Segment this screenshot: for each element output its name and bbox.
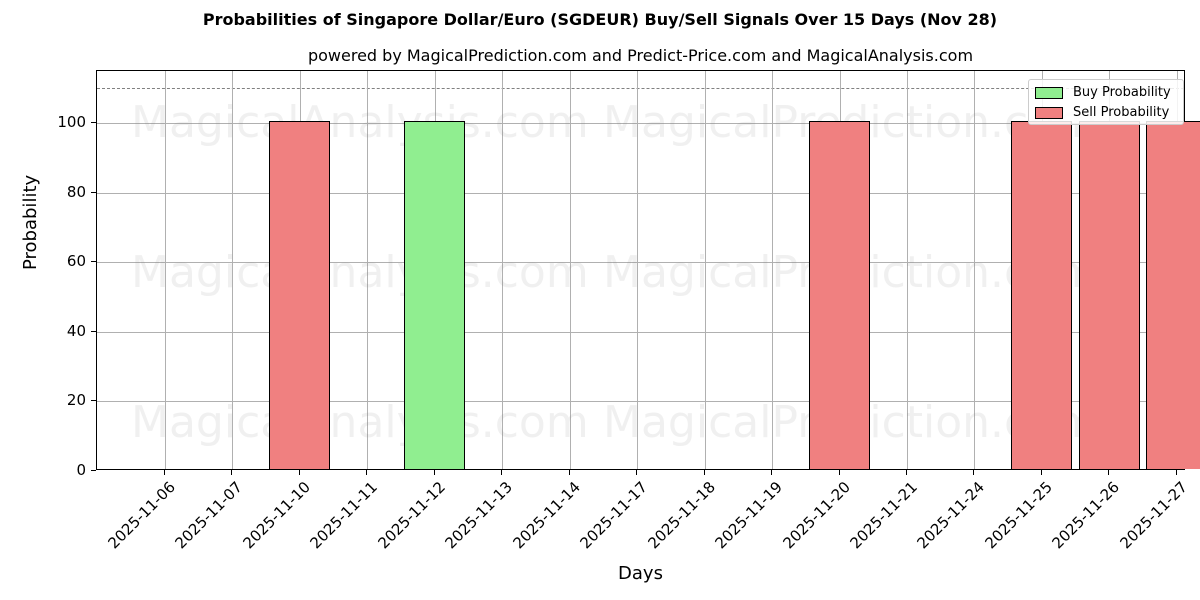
sell-bar: [269, 121, 331, 469]
x-tick: [1040, 470, 1042, 475]
legend-item-sell: Sell Probability: [1035, 105, 1169, 120]
y-tick: [91, 122, 96, 124]
grid-line-h: [97, 123, 1184, 125]
x-tick: [433, 470, 435, 475]
legend-sell-label: Sell Probability: [1073, 105, 1170, 120]
grid-line-h: [97, 401, 1184, 403]
x-tick: [905, 470, 907, 475]
x-tick: [298, 470, 300, 475]
x-tick-label: 2025-11-18: [644, 478, 719, 553]
sell-swatch-icon: [1035, 106, 1063, 119]
legend-buy-label: Buy Probability: [1073, 85, 1171, 100]
y-tick-label: 0: [76, 461, 86, 479]
x-tick-label: 2025-11-20: [779, 478, 854, 553]
x-tick-label: 2025-11-10: [239, 478, 314, 553]
grid-line-v: [637, 71, 639, 469]
x-tick-label: 2025-11-06: [104, 478, 179, 553]
y-tick-label: 20: [66, 391, 86, 410]
x-tick-label: 2025-11-19: [711, 478, 786, 553]
grid-line-v: [165, 71, 166, 469]
grid-line-v: [704, 71, 706, 469]
grid-line-v: [502, 71, 504, 469]
legend-item-buy: Buy Probability: [1035, 85, 1171, 100]
grid-line-h: [97, 192, 1184, 194]
x-tick: [771, 470, 773, 475]
grid-line-v: [367, 71, 369, 469]
sell-bar: [809, 121, 870, 469]
watermark-text: MagicalAnalysis.com: [131, 397, 589, 448]
y-tick: [91, 400, 96, 402]
x-tick: [973, 470, 975, 475]
x-axis-label: Days: [618, 563, 663, 584]
grid-line-h: [97, 331, 1184, 333]
x-tick: [366, 470, 368, 475]
x-tick: [636, 470, 638, 475]
x-tick-label: 2025-11-26: [1048, 478, 1124, 553]
y-tick: [91, 191, 96, 193]
x-tick: [1175, 470, 1177, 475]
x-tick-label: 2025-11-07: [171, 478, 247, 553]
legend: Buy Probability Sell Probability: [1028, 79, 1184, 125]
sell-bar: [1146, 121, 1200, 469]
y-tick: [91, 470, 96, 471]
reference-line: [97, 88, 1184, 90]
x-tick-label: 2025-11-11: [306, 478, 382, 553]
y-tick: [91, 261, 96, 263]
y-tick: [91, 330, 96, 332]
x-tick: [703, 470, 705, 475]
buy-swatch-icon: [1035, 86, 1063, 99]
y-tick-label: 40: [66, 321, 86, 340]
x-tick-label: 2025-11-13: [441, 478, 517, 553]
sell-bar: [1078, 121, 1140, 469]
sell-bar: [1011, 121, 1073, 469]
x-tick-label: 2025-11-12: [374, 478, 449, 553]
buy-bar: [404, 121, 466, 469]
grid-line-v: [232, 71, 234, 469]
watermark-text: MagicalAnalysis.com: [131, 247, 589, 298]
x-tick-label: 2025-11-25: [981, 478, 1056, 553]
y-tick-label: 60: [66, 252, 86, 271]
y-tick-label: 80: [66, 182, 86, 201]
x-tick: [838, 470, 840, 475]
y-tick-label: 100: [57, 113, 86, 132]
x-tick-label: 2025-11-14: [509, 478, 584, 553]
chart-subtitle: powered by MagicalPrediction.com and Pre…: [307, 46, 974, 65]
x-tick: [568, 470, 570, 475]
plot-area: MagicalAnalysis.comMagicalPrediction.com…: [96, 70, 1200, 470]
grid-line-v: [569, 71, 571, 469]
x-tick-label: 2025-11-21: [846, 478, 921, 553]
y-axis-label: Probability: [20, 174, 41, 270]
grid-line-v: [906, 71, 908, 469]
x-tick: [501, 470, 503, 475]
grid-line-h: [97, 262, 1184, 264]
x-tick: [164, 470, 165, 475]
x-tick: [231, 470, 233, 475]
grid-line-v: [974, 71, 976, 469]
chart-title: Probabilities of Singapore Dollar/Euro (…: [202, 10, 998, 29]
x-tick-label: 2025-11-17: [576, 478, 652, 553]
x-tick-label: 2025-11-24: [913, 478, 989, 553]
x-tick-label: 2025-11-27: [1116, 478, 1191, 553]
x-tick: [1108, 470, 1110, 475]
grid-line-v: [772, 71, 774, 469]
